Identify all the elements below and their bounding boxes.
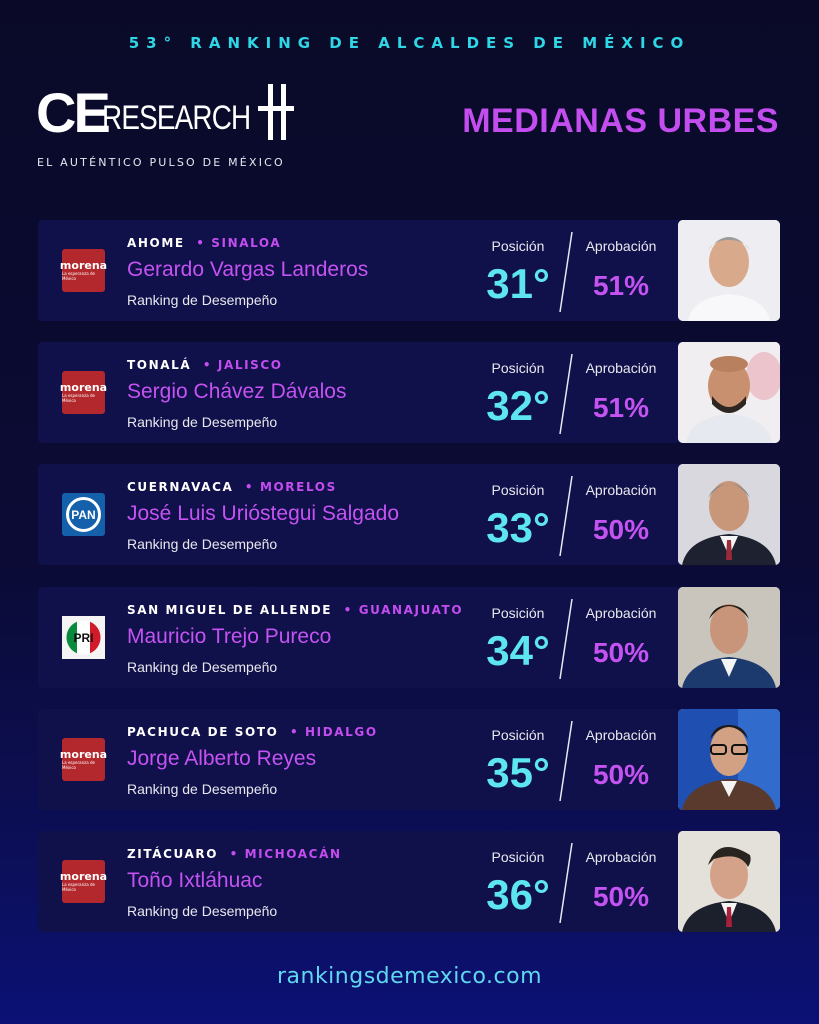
logo-research-text: RESEARCH	[102, 99, 251, 137]
morena-logo-small: La esperanza de México	[62, 760, 95, 770]
position-value: 34°	[486, 627, 550, 674]
morena-logo-small: La esperanza de México	[62, 271, 95, 281]
mayor-city: CUERNAVACA	[127, 480, 234, 494]
divider-slash-icon	[559, 354, 573, 434]
position-value: 32°	[486, 382, 550, 429]
position-label: Posición	[491, 238, 545, 254]
mayor-subtitle: Ranking de Desempeño	[127, 659, 278, 675]
divider-slash-icon	[559, 599, 573, 679]
mayor-subtitle: Ranking de Desempeño	[127, 292, 278, 308]
morena-logo-word: morena	[59, 259, 108, 272]
approval-value: 50%	[592, 759, 650, 790]
morena-logo-icon: morena La esperanza de México	[59, 860, 108, 903]
section-title: MEDIANAS URBES	[462, 102, 779, 140]
divider-slash-icon	[559, 843, 573, 923]
approval-label: Aprobación	[585, 605, 657, 621]
mayor-subtitle: Ranking de Desempeño	[127, 536, 278, 552]
position-label: Posición	[491, 727, 545, 743]
mayor-state: MICHOACÁN	[244, 847, 342, 861]
mayor-city: ZITÁCUARO	[127, 847, 219, 861]
morena-logo-word: morena	[59, 748, 108, 761]
approval-label: Aprobación	[585, 238, 657, 254]
mayor-photo	[678, 220, 780, 321]
approval-value: 51%	[592, 270, 650, 301]
mayor-photo	[678, 342, 780, 443]
logo-ce-text: CE	[36, 81, 111, 144]
mayor-name: Jorge Alberto Reyes	[127, 747, 317, 770]
approval-label: Aprobación	[585, 482, 657, 498]
mayor-card-3: PAN CUERNAVACA • MORELOS José Luis Uriós…	[38, 464, 780, 565]
mayor-card-5: morena La esperanza de México PACHUCA DE…	[38, 709, 780, 810]
position-label: Posición	[491, 849, 545, 865]
position-value: 36°	[486, 871, 550, 918]
position-label: Posición	[491, 360, 545, 376]
morena-logo-icon: morena La esperanza de México	[59, 738, 108, 781]
mayor-city: AHOME	[127, 236, 185, 250]
mayor-name: Toño Ixtláhuac	[127, 869, 263, 892]
mayor-name: Mauricio Trejo Pureco	[127, 625, 332, 648]
mayor-state: GUANAJUATO	[358, 603, 464, 617]
mayor-card-1: morena La esperanza de México AHOME • SI…	[38, 220, 780, 321]
mayor-state: SINALOA	[211, 236, 282, 250]
mayor-state: JALISCO	[217, 358, 283, 372]
website-url[interactable]: rankingsdemexico.com	[276, 964, 543, 989]
mayor-photo	[678, 587, 780, 688]
position-label: Posición	[491, 605, 545, 621]
divider-slash-icon	[559, 476, 573, 556]
mayor-name: Sergio Chávez Dávalos	[127, 380, 347, 403]
mayor-card-4: PRI SAN MIGUEL DE ALLENDE • GUANAJUATO M…	[38, 587, 780, 688]
morena-logo-small: La esperanza de México	[62, 393, 95, 403]
pri-logo-word: PRI	[73, 631, 93, 645]
morena-logo-word: morena	[59, 870, 108, 883]
approval-value: 51%	[592, 392, 650, 423]
pri-logo-icon: PRI	[62, 616, 105, 659]
position-value: 31°	[486, 260, 550, 307]
mayor-location: PACHUCA DE SOTO • HIDALGO	[127, 725, 378, 739]
morena-logo-icon: morena La esperanza de México	[59, 371, 108, 414]
mayor-location: CUERNAVACA • MORELOS	[127, 480, 337, 494]
mayor-location: ZITÁCUARO • MICHOACÁN	[127, 847, 342, 861]
position-value: 35°	[486, 749, 550, 796]
logo-hash-icon	[258, 84, 294, 140]
divider-slash-icon	[559, 232, 573, 312]
pan-logo-word: PAN	[71, 508, 95, 522]
position-value: 33°	[486, 504, 550, 551]
position-label: Posición	[491, 482, 545, 498]
mayor-name: Gerardo Vargas Landeros	[127, 258, 369, 281]
mayor-subtitle: Ranking de Desempeño	[127, 903, 278, 919]
mayor-photo	[678, 709, 780, 810]
approval-value: 50%	[592, 637, 650, 668]
approval-label: Aprobación	[585, 727, 657, 743]
morena-logo-word: morena	[59, 381, 108, 394]
mayor-subtitle: Ranking de Desempeño	[127, 781, 278, 797]
approval-value: 50%	[592, 881, 650, 912]
ce-research-logo: CE RESEARCH	[36, 81, 294, 152]
morena-logo-icon: morena La esperanza de México	[59, 249, 108, 292]
mayor-location: TONALÁ • JALISCO	[127, 358, 283, 372]
mayor-city: SAN MIGUEL DE ALLENDE	[127, 603, 333, 617]
approval-label: Aprobación	[585, 360, 657, 376]
mayor-subtitle: Ranking de Desempeño	[127, 414, 278, 430]
mayor-card-6: morena La esperanza de México ZITÁCUARO …	[38, 831, 780, 932]
mayor-name: José Luis Urióstegui Salgado	[127, 502, 399, 525]
ranking-edition-heading: 53° RANKING DE ALCALDES DE MÉXICO	[128, 34, 691, 52]
mayor-card-2: morena La esperanza de México TONALÁ • J…	[38, 342, 780, 443]
approval-label: Aprobación	[585, 849, 657, 865]
pan-logo-icon: PAN	[62, 493, 105, 536]
tagline: EL AUTÉNTICO PULSO DE MÉXICO	[37, 156, 285, 169]
morena-logo-small: La esperanza de México	[62, 882, 95, 892]
mayor-state: HIDALGO	[305, 725, 378, 739]
mayor-state: MORELOS	[259, 480, 337, 494]
divider-slash-icon	[559, 721, 573, 801]
mayor-photo	[678, 464, 780, 565]
mayor-city: PACHUCA DE SOTO	[127, 725, 279, 739]
mayor-photo	[678, 831, 780, 932]
approval-value: 50%	[592, 514, 650, 545]
mayor-city: TONALÁ	[127, 358, 192, 372]
mayor-location: SAN MIGUEL DE ALLENDE • GUANAJUATO	[127, 603, 464, 617]
mayor-location: AHOME • SINALOA	[127, 236, 282, 250]
